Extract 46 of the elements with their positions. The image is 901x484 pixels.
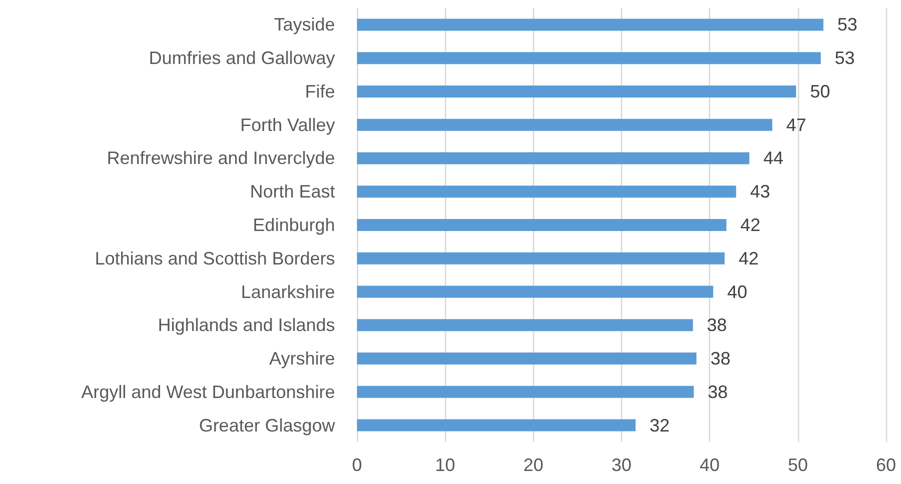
x-tick-label: 20 bbox=[523, 455, 544, 475]
y-tick-label: Forth Valley bbox=[240, 114, 335, 135]
bar bbox=[357, 286, 714, 298]
x-tick-label: 10 bbox=[435, 455, 456, 475]
y-tick-label: Ayrshire bbox=[269, 348, 335, 369]
data-label: 53 bbox=[837, 14, 858, 35]
bar bbox=[357, 219, 726, 231]
bar bbox=[357, 85, 796, 98]
bar bbox=[357, 252, 725, 264]
bar bbox=[357, 52, 821, 64]
bar bbox=[357, 152, 750, 164]
bar bbox=[357, 386, 694, 398]
data-label: 44 bbox=[763, 148, 784, 168]
data-label: 40 bbox=[727, 282, 748, 302]
y-tick-label: Highlands and Islands bbox=[158, 315, 335, 336]
y-tick-label: North East bbox=[250, 182, 335, 202]
bar bbox=[357, 118, 772, 131]
y-tick-label: Greater Glasgow bbox=[198, 415, 336, 436]
data-label: 32 bbox=[650, 415, 670, 436]
data-label: 53 bbox=[834, 48, 855, 68]
data-label: 38 bbox=[708, 382, 728, 402]
data-label: 43 bbox=[750, 182, 770, 202]
data-label: 50 bbox=[810, 81, 830, 102]
data-label: 42 bbox=[738, 248, 759, 268]
data-label: 42 bbox=[740, 215, 760, 235]
y-tick-label: Lanarkshire bbox=[240, 282, 335, 302]
bar bbox=[357, 419, 636, 432]
data-label: 47 bbox=[786, 114, 806, 135]
y-tick-label: Fife bbox=[304, 81, 335, 102]
x-tick-label: 0 bbox=[352, 455, 362, 475]
y-tick-label: Edinburgh bbox=[252, 215, 335, 235]
y-tick-label: Tayside bbox=[274, 14, 335, 35]
data-label: 38 bbox=[706, 315, 727, 336]
y-tick-label: Lothians and Scottish Borders bbox=[94, 248, 335, 268]
x-tick-label: 40 bbox=[700, 455, 720, 475]
bar bbox=[357, 186, 736, 198]
y-tick-label: Renfrewshire and Inverclyde bbox=[106, 148, 335, 168]
x-tick-label: 60 bbox=[876, 455, 896, 475]
x-tick-label: 50 bbox=[788, 455, 808, 475]
bar bbox=[357, 18, 824, 31]
y-tick-label: Dumfries and Galloway bbox=[148, 48, 335, 68]
x-tick-label: 30 bbox=[611, 455, 632, 475]
bar bbox=[357, 319, 693, 332]
bar bbox=[357, 352, 696, 365]
y-tick-label: Argyll and West Dunbartonshire bbox=[81, 382, 335, 402]
data-label: 38 bbox=[710, 348, 730, 369]
